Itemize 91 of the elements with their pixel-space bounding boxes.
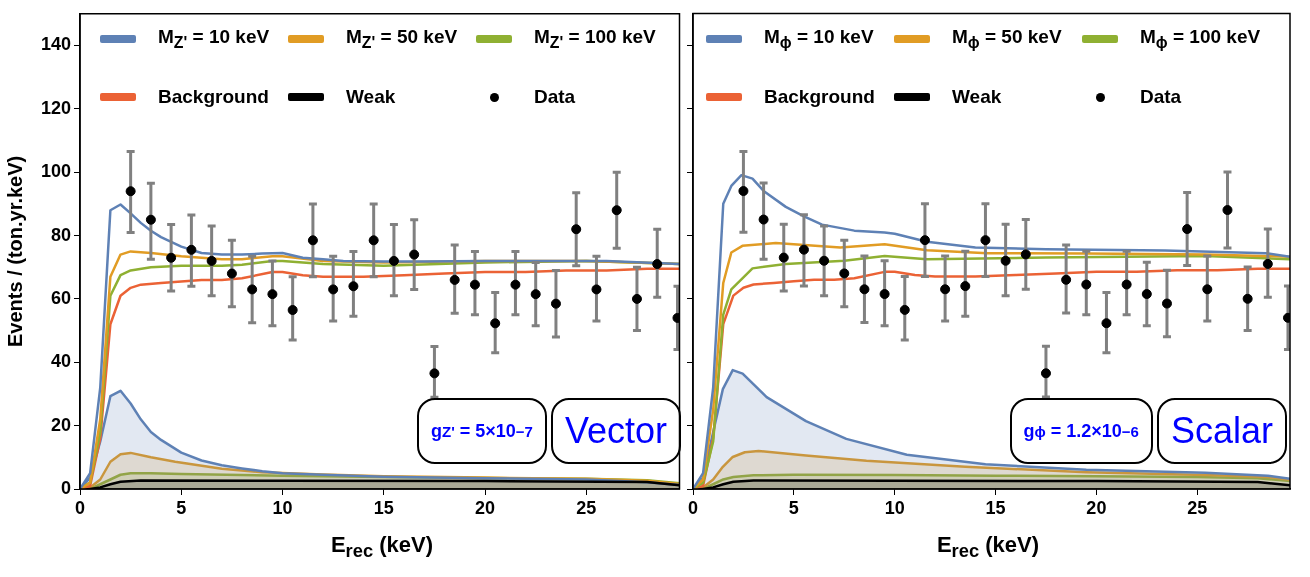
- x-tick-label: 0: [74, 497, 86, 518]
- point: [879, 289, 890, 300]
- point: [1242, 293, 1253, 304]
- point: [409, 249, 420, 260]
- x-tick-label: 10: [272, 497, 293, 518]
- annotation: Vector: [550, 398, 681, 464]
- x-tick-label: 5: [788, 497, 799, 518]
- x-tick-label: 15: [985, 497, 1006, 518]
- legend-label: M$_{ϕ}$ = 10 keV: [764, 26, 874, 52]
- legend-label: Background: [158, 86, 269, 108]
- y-tick-label: 60: [50, 287, 71, 308]
- x-tick-label: 10: [884, 497, 905, 518]
- legend-label: Data: [534, 86, 576, 108]
- x-tick-label: 15: [373, 497, 394, 518]
- point: [980, 235, 991, 246]
- point: [206, 255, 217, 266]
- point: [1101, 318, 1112, 329]
- point: [591, 284, 602, 295]
- legend-label: M$_{Z'}$ = 50 keV: [346, 26, 458, 52]
- point: [798, 244, 809, 255]
- y-tick-label: 120: [40, 97, 71, 118]
- point: [940, 284, 951, 295]
- x-axis-title: E$_{rec}$ (keV): [935, 532, 1041, 563]
- point: [125, 186, 136, 197]
- point: [819, 255, 830, 266]
- y-tick-label: 40: [50, 351, 71, 372]
- x-tick-label: 5: [176, 497, 187, 518]
- point: [166, 252, 177, 263]
- point: [1202, 284, 1213, 295]
- legend-label: M$_{ϕ}$ = 100 keV: [1140, 26, 1261, 52]
- point: [899, 304, 910, 315]
- point: [490, 318, 501, 329]
- point: [287, 305, 298, 316]
- point: [247, 284, 258, 295]
- point: [1020, 249, 1031, 260]
- point: [960, 281, 971, 292]
- point: [145, 214, 156, 225]
- point: [1040, 368, 1051, 379]
- point: [550, 298, 561, 309]
- point: [328, 284, 339, 295]
- y-axis-title: Events / (ton.yr.keV): [3, 155, 26, 347]
- point: [1000, 255, 1011, 266]
- legend-label: M$_{ϕ}$ = 50 keV: [952, 26, 1062, 52]
- point: [1121, 279, 1132, 290]
- legend-label: M$_{Z'}$ = 10 keV: [158, 26, 270, 52]
- y-tick-label: 20: [50, 414, 71, 435]
- legend-label: Weak: [346, 86, 396, 108]
- x-tick-label: 25: [1187, 497, 1208, 518]
- point: [1182, 224, 1193, 235]
- point: [1161, 298, 1172, 309]
- x-tick-label: 20: [475, 497, 496, 518]
- point: [368, 235, 379, 246]
- point: [919, 235, 930, 246]
- x-axis-title: E$_{rec}$ (keV): [329, 532, 435, 563]
- legend-label: Weak: [952, 86, 1002, 108]
- y-tick-label: 80: [50, 224, 71, 245]
- legend-label: Data: [1140, 86, 1182, 108]
- x-tick-label: 20: [1086, 497, 1107, 518]
- point: [186, 244, 197, 255]
- point: [307, 235, 318, 246]
- point: [449, 274, 460, 285]
- point: [859, 284, 870, 295]
- point: [652, 259, 663, 270]
- legend-label: M$_{Z'}$ = 100 keV: [534, 26, 656, 52]
- point: [1262, 258, 1273, 269]
- point: [267, 289, 278, 300]
- y-tick-label: 140: [40, 34, 71, 55]
- point: [388, 255, 399, 266]
- annotation: Scalar: [1156, 398, 1287, 464]
- point: [530, 289, 541, 300]
- point: [429, 368, 440, 379]
- point: [226, 268, 237, 279]
- point: [1141, 289, 1152, 300]
- point: [348, 281, 359, 292]
- y-tick-label: 0: [60, 477, 71, 498]
- point: [1061, 274, 1072, 285]
- point: [738, 186, 749, 197]
- point: [839, 268, 850, 279]
- point: [631, 293, 642, 304]
- point: [510, 279, 521, 290]
- y-tick-label: 100: [40, 161, 71, 182]
- point: [469, 279, 480, 290]
- point: [758, 214, 769, 225]
- point: [778, 252, 789, 263]
- point: [1081, 279, 1092, 290]
- point: [1222, 205, 1233, 216]
- point: [611, 205, 622, 216]
- x-tick-label: 25: [576, 497, 597, 518]
- legend-label: Background: [764, 86, 875, 108]
- point: [571, 224, 582, 235]
- x-tick-label: 0: [688, 497, 699, 518]
